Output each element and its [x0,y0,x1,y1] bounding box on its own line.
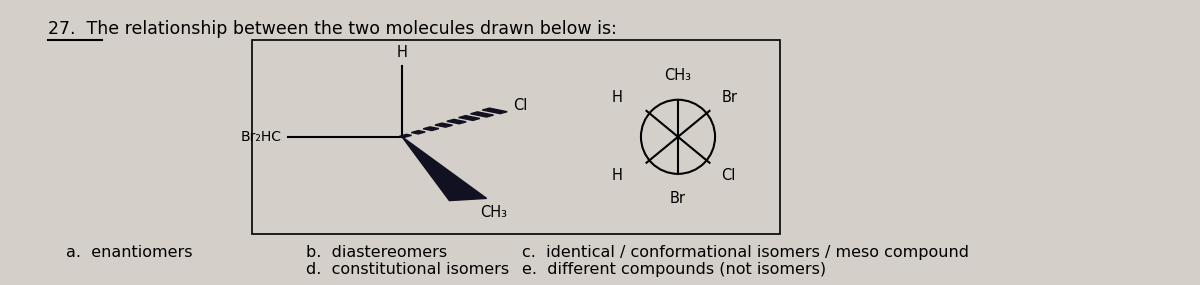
Bar [252,40,780,234]
Polygon shape [446,119,467,124]
Text: CH₃: CH₃ [665,68,691,83]
Text: c.  identical / conformational isomers / meso compound: c. identical / conformational isomers / … [522,245,970,260]
Text: 27.  The relationship between the two molecules drawn below is:: 27. The relationship between the two mol… [48,20,617,38]
Text: CH₃: CH₃ [480,205,508,220]
Text: Cl: Cl [721,168,736,184]
Polygon shape [400,134,412,137]
Text: Br₂HC: Br₂HC [241,130,282,144]
Text: H: H [396,45,408,60]
Polygon shape [424,127,439,131]
Text: a.  enantiomers: a. enantiomers [66,245,192,260]
Polygon shape [470,112,493,117]
Text: Cl: Cl [514,98,528,113]
Text: H: H [612,168,623,184]
Polygon shape [482,108,508,114]
Text: b.  diastereomers: b. diastereomers [306,245,448,260]
Polygon shape [458,116,480,121]
Text: Br: Br [721,90,738,105]
Text: d.  constitutional isomers: d. constitutional isomers [306,262,509,277]
Text: Br: Br [670,191,686,206]
Text: H: H [612,90,623,105]
Polygon shape [434,123,452,127]
Polygon shape [412,131,425,134]
Polygon shape [402,137,487,201]
Text: e.  different compounds (not isomers): e. different compounds (not isomers) [522,262,826,277]
